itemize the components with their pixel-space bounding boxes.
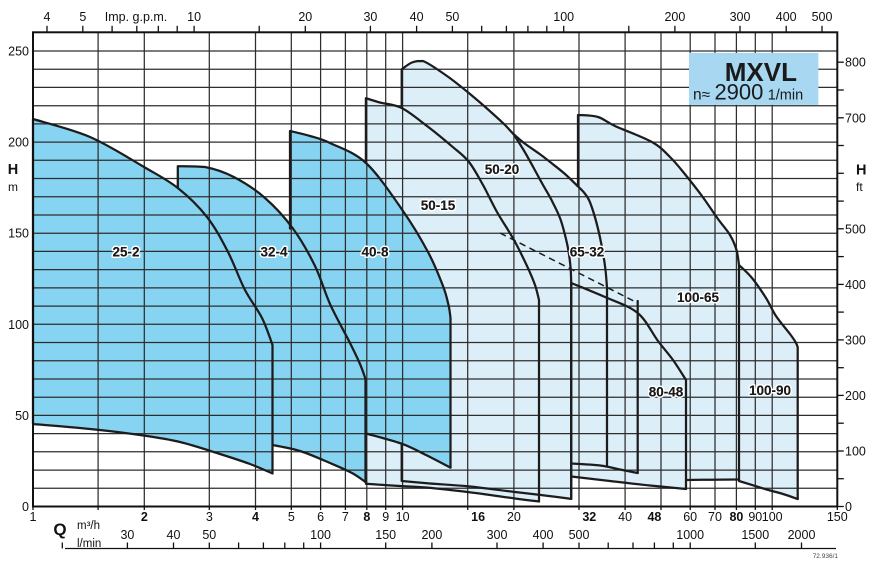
- svg-text:800: 800: [845, 56, 866, 70]
- svg-text:l/min: l/min: [77, 538, 101, 550]
- svg-text:4: 4: [44, 10, 51, 24]
- svg-text:1000: 1000: [676, 528, 704, 542]
- svg-text:8: 8: [363, 510, 370, 524]
- svg-text:1500: 1500: [741, 528, 769, 542]
- svg-text:7: 7: [342, 510, 349, 524]
- svg-text:100-65: 100-65: [677, 290, 720, 305]
- svg-text:16: 16: [471, 510, 485, 524]
- svg-text:400: 400: [533, 528, 554, 542]
- svg-text:100-65: 100-65: [677, 290, 720, 305]
- svg-text:3: 3: [206, 510, 213, 524]
- svg-text:100: 100: [845, 445, 866, 459]
- svg-text:200: 200: [664, 10, 685, 24]
- svg-text:300: 300: [730, 10, 751, 24]
- svg-text:25-2: 25-2: [112, 244, 139, 259]
- svg-text:65-32: 65-32: [570, 244, 605, 259]
- svg-text:50-20: 50-20: [485, 162, 520, 177]
- svg-text:150: 150: [8, 227, 29, 241]
- svg-text:100: 100: [553, 10, 574, 24]
- svg-text:100: 100: [310, 528, 331, 542]
- svg-text:400: 400: [776, 10, 797, 24]
- svg-text:60: 60: [683, 510, 697, 524]
- svg-text:0: 0: [845, 500, 852, 514]
- svg-text:150: 150: [375, 528, 396, 542]
- svg-text:ft: ft: [856, 180, 863, 194]
- svg-text:m³/h: m³/h: [77, 520, 100, 532]
- svg-text:50-15: 50-15: [421, 198, 456, 213]
- svg-text:Imp. g.p.m.: Imp. g.p.m.: [105, 10, 168, 24]
- svg-text:30: 30: [120, 528, 134, 542]
- svg-text:40-8: 40-8: [361, 244, 389, 259]
- svg-text:100: 100: [762, 510, 783, 524]
- svg-text:50: 50: [445, 10, 459, 24]
- svg-text:500: 500: [845, 222, 866, 236]
- svg-text:50: 50: [15, 409, 29, 423]
- svg-text:100: 100: [8, 318, 29, 332]
- svg-text:1: 1: [30, 510, 37, 524]
- svg-text:40: 40: [618, 510, 632, 524]
- svg-text:25-2: 25-2: [112, 244, 139, 259]
- svg-text:50-20: 50-20: [485, 162, 520, 177]
- svg-text:10: 10: [187, 10, 201, 24]
- svg-text:65-32: 65-32: [570, 244, 605, 259]
- svg-text:500: 500: [569, 528, 590, 542]
- svg-text:80-48: 80-48: [649, 384, 684, 399]
- svg-text:250: 250: [8, 45, 29, 59]
- svg-text:40: 40: [410, 10, 424, 24]
- svg-text:H: H: [856, 163, 866, 179]
- svg-text:90: 90: [748, 510, 762, 524]
- svg-text:20: 20: [298, 10, 312, 24]
- svg-text:32: 32: [582, 510, 596, 524]
- svg-text:MXVL: MXVL: [725, 57, 797, 87]
- svg-text:2: 2: [141, 510, 148, 524]
- svg-text:5: 5: [79, 10, 86, 24]
- svg-text:Q: Q: [53, 520, 66, 539]
- svg-text:200: 200: [421, 528, 442, 542]
- svg-text:5: 5: [288, 510, 295, 524]
- svg-text:72.936/1: 72.936/1: [813, 553, 839, 560]
- svg-text:50-15: 50-15: [421, 198, 456, 213]
- svg-text:10: 10: [396, 510, 410, 524]
- svg-text:400: 400: [845, 278, 866, 292]
- svg-text:30: 30: [363, 10, 377, 24]
- svg-text:40-8: 40-8: [361, 244, 389, 259]
- svg-text:32-4: 32-4: [260, 244, 288, 259]
- svg-text:150: 150: [827, 510, 848, 524]
- svg-text:20: 20: [507, 510, 521, 524]
- svg-text:80-48: 80-48: [649, 384, 684, 399]
- svg-text:6: 6: [317, 510, 324, 524]
- svg-text:0: 0: [22, 500, 29, 514]
- svg-text:2000: 2000: [788, 528, 816, 542]
- svg-text:32-4: 32-4: [260, 244, 288, 259]
- svg-text:m: m: [8, 180, 18, 194]
- svg-text:500: 500: [812, 10, 833, 24]
- svg-text:200: 200: [845, 389, 866, 403]
- svg-text:200: 200: [8, 136, 29, 150]
- svg-text:300: 300: [845, 333, 866, 347]
- svg-text:100-90: 100-90: [749, 383, 791, 398]
- svg-text:50: 50: [202, 528, 216, 542]
- svg-text:48: 48: [647, 510, 661, 524]
- svg-text:300: 300: [487, 528, 508, 542]
- svg-text:700: 700: [845, 111, 866, 125]
- svg-text:100-90: 100-90: [749, 383, 791, 398]
- svg-text:4: 4: [252, 510, 259, 524]
- svg-text:80: 80: [729, 510, 743, 524]
- svg-text:9: 9: [382, 510, 389, 524]
- svg-text:H: H: [8, 162, 18, 178]
- svg-text:40: 40: [167, 528, 181, 542]
- svg-text:70: 70: [708, 510, 722, 524]
